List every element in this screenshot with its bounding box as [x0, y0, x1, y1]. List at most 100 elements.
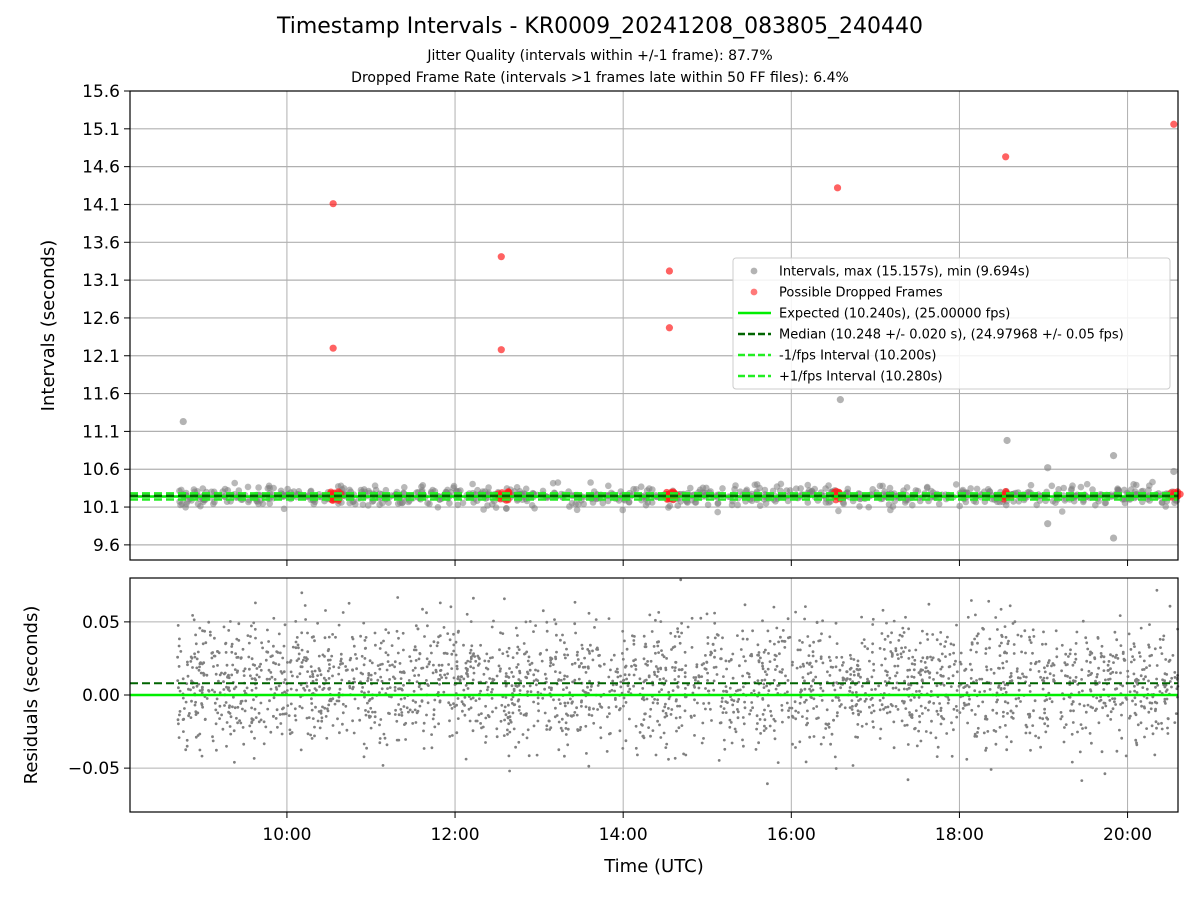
residual-point [532, 679, 536, 683]
residual-point [262, 720, 266, 724]
residual-point [573, 661, 577, 665]
residual-point [966, 615, 970, 619]
residual-point [565, 675, 569, 678]
residual-point [575, 653, 579, 657]
residual-point [897, 688, 901, 692]
residual-point [1162, 634, 1166, 638]
residual-point [684, 687, 687, 690]
residual-point [1013, 620, 1017, 624]
residual-point [799, 688, 803, 692]
residual-point [725, 690, 729, 694]
residual-point [494, 706, 498, 710]
residual-point [220, 671, 223, 675]
residual-point [722, 707, 726, 710]
residual-point [1080, 668, 1084, 672]
residual-point [700, 741, 704, 745]
residual-point [224, 651, 228, 654]
residual-point [1155, 677, 1158, 681]
residual-point [1168, 680, 1172, 683]
residual-point [757, 741, 760, 745]
residual-point [1043, 722, 1047, 726]
residual-point [231, 705, 234, 709]
residual-point [330, 654, 334, 658]
residual-point [447, 701, 451, 705]
residual-point [750, 701, 754, 704]
residual-point [516, 663, 520, 666]
residual-point [673, 756, 677, 760]
residual-point [359, 634, 362, 638]
residual-point [368, 698, 372, 701]
residual-point [729, 721, 733, 724]
residual-point [403, 723, 406, 726]
residual-point [1097, 721, 1101, 725]
residual-point [477, 656, 481, 660]
residual-point [319, 673, 323, 677]
residual-point [653, 673, 657, 676]
bottom-y-tick-label: 0.05 [82, 613, 120, 633]
residual-point [811, 650, 815, 654]
residual-point [786, 617, 790, 621]
residual-point [892, 746, 896, 750]
residual-point [1033, 699, 1037, 703]
residual-point [890, 652, 894, 655]
residual-point [932, 701, 936, 705]
residual-point [728, 686, 732, 690]
residual-point [676, 630, 680, 634]
residual-point [880, 663, 884, 667]
residual-point [1109, 710, 1113, 714]
residual-point [353, 697, 357, 701]
residual-point [216, 711, 220, 715]
residual-point [422, 729, 425, 733]
dropped-frame-point [329, 200, 337, 208]
residual-point [622, 704, 625, 708]
residual-point [203, 629, 207, 633]
residual-point [1094, 709, 1097, 712]
residual-point [540, 659, 544, 663]
residual-point [872, 662, 875, 666]
residual-point [239, 656, 243, 660]
residual-point [316, 621, 319, 625]
residual-point [1080, 779, 1084, 782]
residual-point [434, 670, 438, 674]
residual-point [384, 651, 388, 654]
residual-point [438, 601, 442, 605]
residual-point [925, 656, 929, 660]
residual-point [1139, 626, 1143, 630]
residual-point [275, 708, 279, 712]
residual-point [1070, 760, 1074, 764]
residual-point [358, 718, 362, 722]
residual-point [324, 715, 328, 718]
residual-point [736, 688, 740, 692]
residual-point [230, 642, 234, 646]
residual-point [732, 710, 735, 714]
residual-point [607, 706, 611, 709]
residual-point [460, 700, 464, 704]
residual-point [437, 691, 440, 694]
residual-point [239, 702, 243, 705]
residual-point [973, 689, 977, 693]
residual-point [1063, 661, 1067, 665]
dropped-frame-point [665, 267, 674, 275]
interval-point [554, 479, 562, 486]
residual-point [976, 641, 979, 645]
residual-point [421, 666, 425, 670]
residual-point [748, 675, 751, 679]
residual-point [721, 636, 724, 640]
residual-point [799, 665, 802, 669]
residual-point [674, 661, 678, 664]
residual-point [356, 707, 360, 710]
residual-point [720, 696, 724, 700]
residual-point [196, 734, 200, 737]
residual-point [884, 706, 887, 709]
residual-point [825, 708, 829, 712]
interval-point [1121, 499, 1129, 507]
residual-point [1003, 625, 1007, 628]
residual-point [347, 680, 351, 683]
residual-point [820, 699, 824, 702]
residual-point [648, 715, 652, 718]
interval-point [869, 486, 876, 493]
residual-point [463, 713, 467, 717]
residual-point [448, 735, 452, 738]
residual-point [425, 713, 428, 717]
